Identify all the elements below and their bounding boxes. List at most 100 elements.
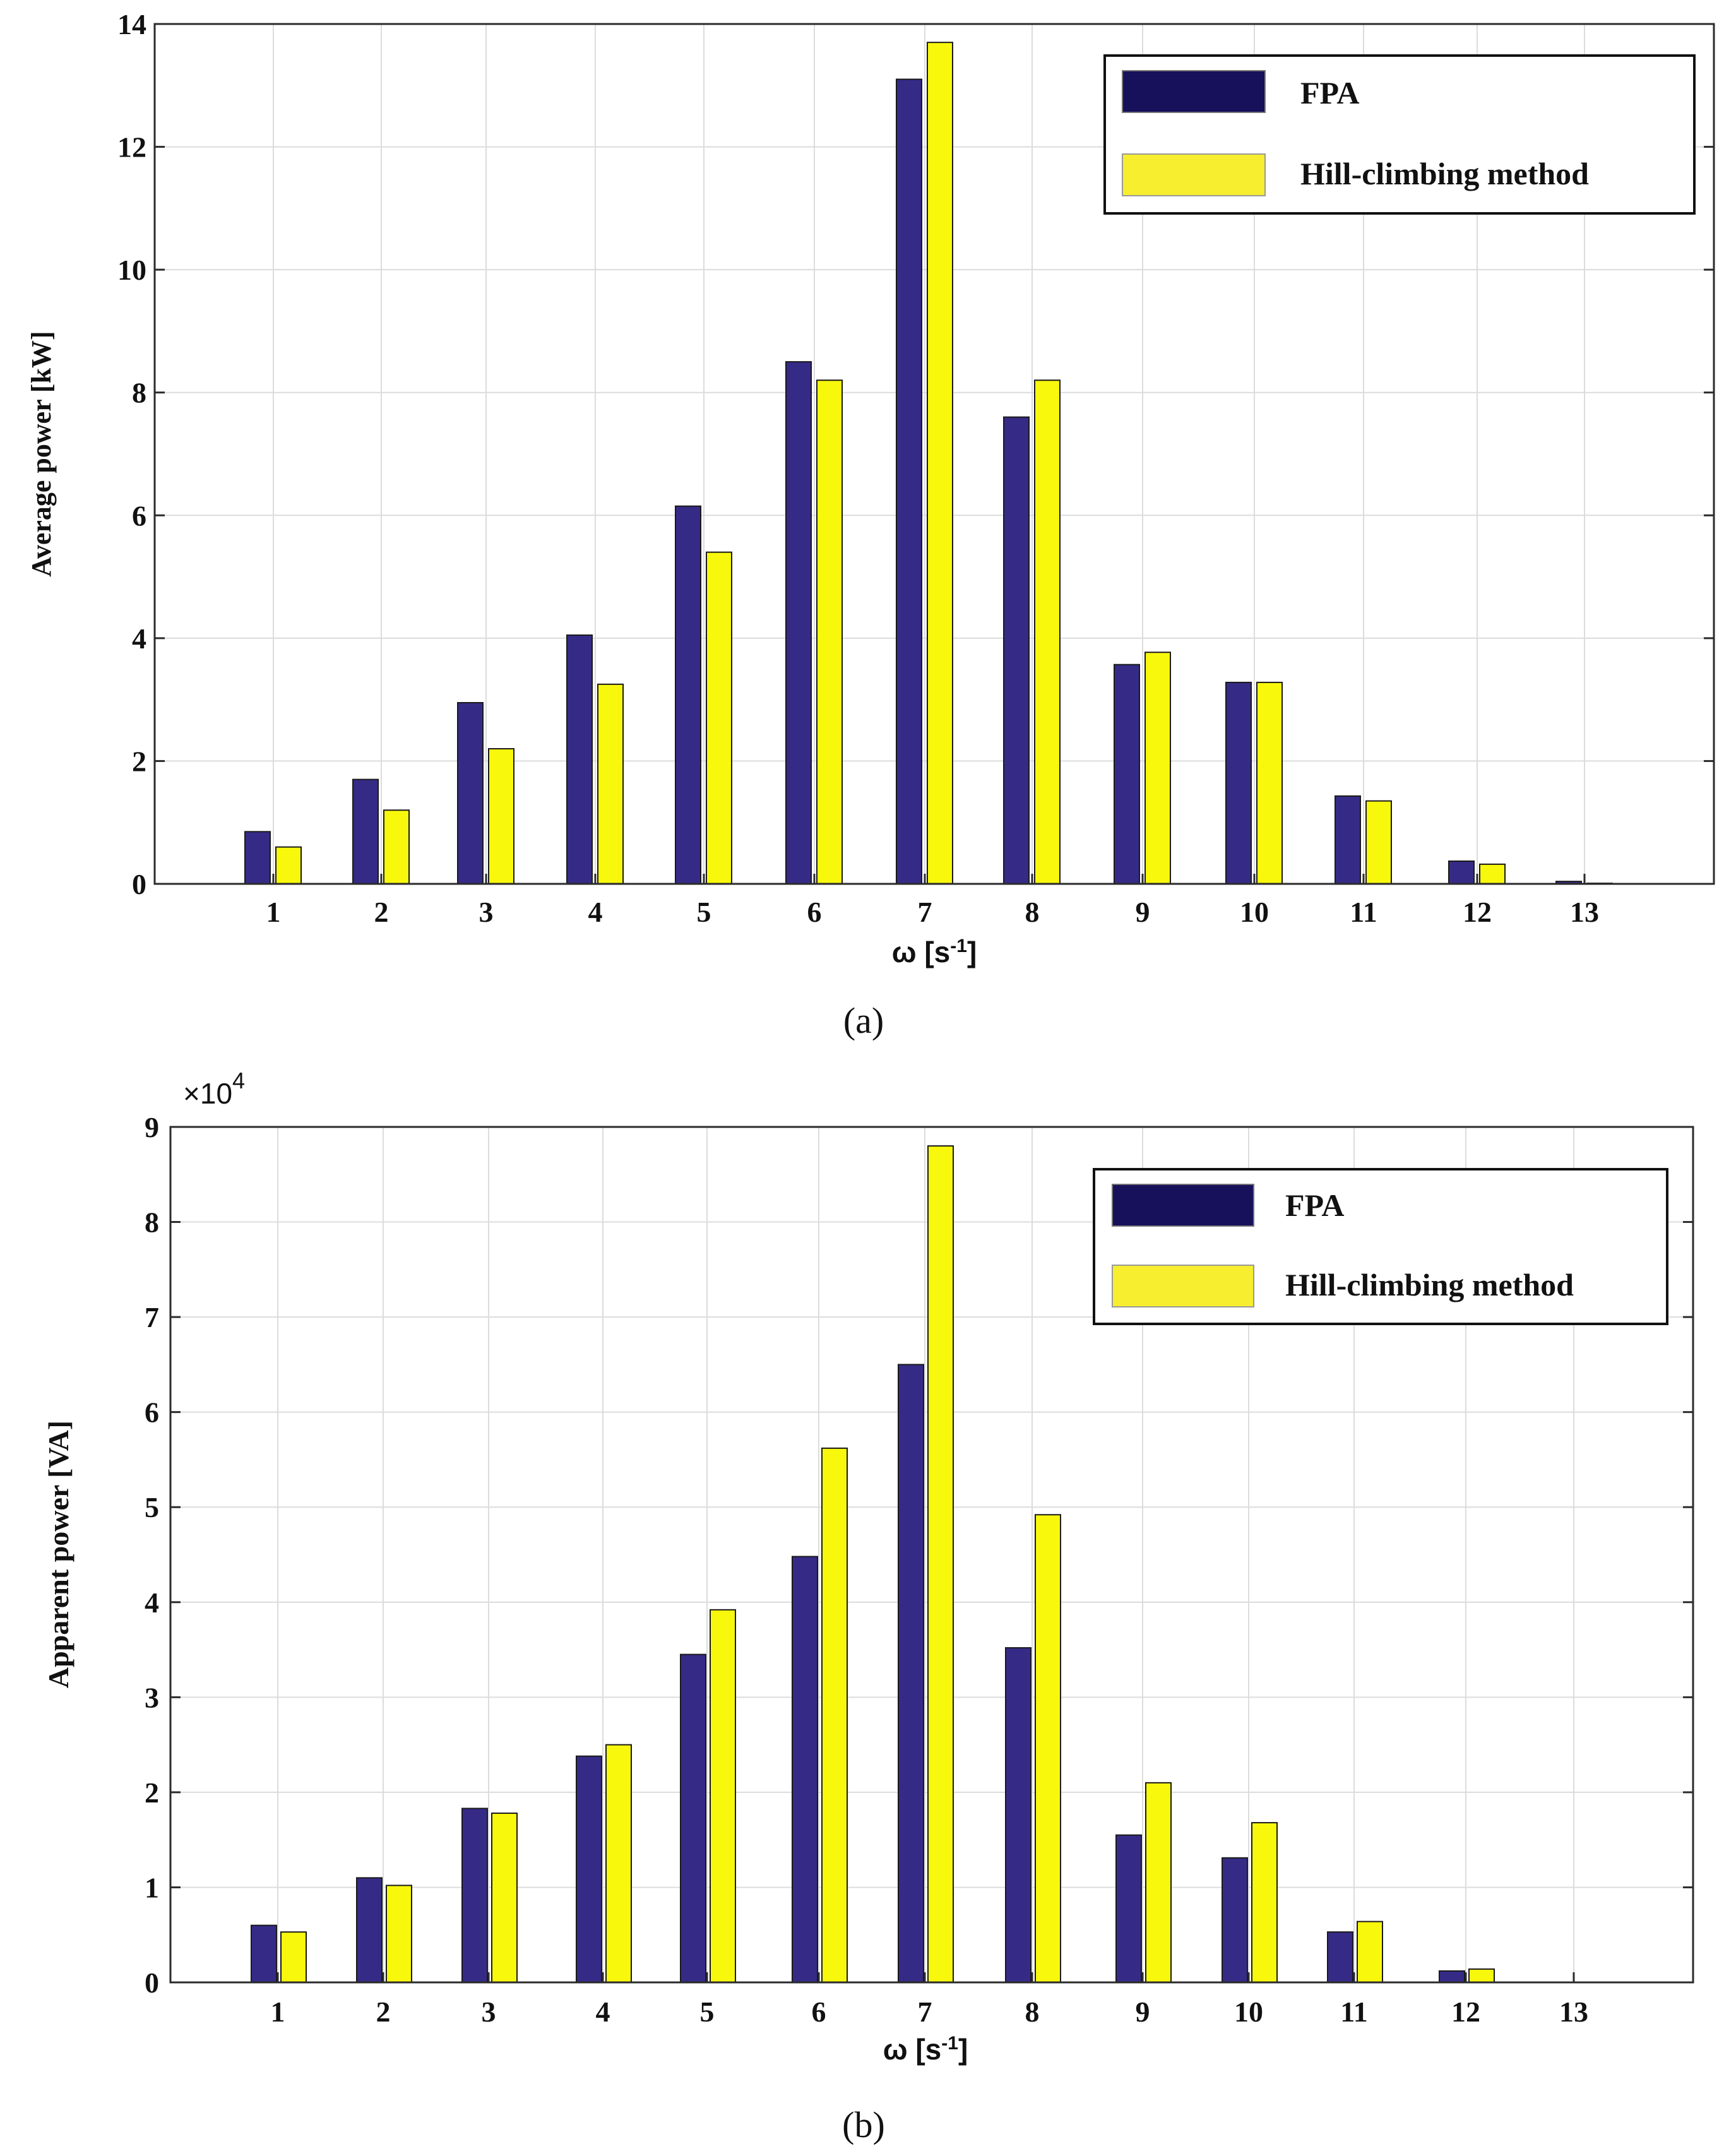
y-tick-label: 2 [132, 745, 146, 777]
bar-hill-climbing [816, 379, 843, 884]
bar-fpa [785, 361, 812, 884]
y-multiplier: ×104 [183, 1068, 245, 1110]
legend-swatch-hill-climbing [1112, 1265, 1254, 1307]
y-tick-label: 4 [132, 622, 146, 655]
bar-hill-climbing [1479, 863, 1506, 884]
legend-label-hill-climbing: Hill-climbing method [1285, 1267, 1574, 1302]
bar-fpa [356, 1877, 383, 1984]
y-axis-label: Apparent power [VA] [42, 1420, 74, 1688]
plot-frame [169, 1126, 1694, 1984]
bar-hill-climbing [597, 683, 624, 884]
y-tick-label: 7 [145, 1301, 159, 1333]
bar-fpa [1003, 416, 1030, 884]
x-tick-label: 7 [918, 1996, 932, 2028]
bar-fpa [896, 78, 922, 885]
y-tick-label: 1 [145, 1871, 159, 1903]
x-tick-label: 1 [266, 896, 281, 928]
bar-hill-climbing [927, 42, 953, 885]
x-tick-label: 4 [588, 896, 603, 928]
x-tick-label: 12 [1451, 1996, 1480, 2028]
bar-hill-climbing [1145, 1782, 1172, 1983]
x-tick-label: 2 [376, 1996, 391, 2028]
x-tick-label: 3 [479, 896, 494, 928]
bar-hill-climbing [605, 1744, 632, 1983]
bar-hill-climbing [1035, 1514, 1061, 1983]
bar-fpa [1335, 795, 1361, 885]
x-tick-label: 6 [812, 1996, 826, 2028]
bar-hill-climbing [383, 809, 410, 885]
bar-hill-climbing [1357, 1921, 1383, 1984]
x-tick-label: 12 [1463, 896, 1492, 928]
x-tick-label: 8 [1025, 1996, 1040, 2028]
bar-fpa [898, 1364, 924, 1983]
y-tick-label: 14 [117, 8, 146, 40]
y-tick-label: 8 [145, 1206, 159, 1239]
bar-fpa [457, 702, 484, 885]
bar-fpa [1439, 1970, 1465, 1984]
bar-hill-climbing [1034, 379, 1061, 884]
legend-label-fpa: FPA [1285, 1188, 1344, 1223]
bar-hill-climbing [1251, 1822, 1278, 1983]
x-tick-label: 8 [1025, 896, 1040, 928]
x-tick-label: 10 [1234, 1996, 1263, 2028]
x-tick-label: 3 [482, 1996, 496, 2028]
bar-hill-climbing [1144, 652, 1171, 885]
y-tick-label: 0 [132, 868, 146, 900]
plot-frame [153, 23, 1715, 885]
x-tick-label: 5 [697, 896, 711, 928]
y-axis-label: Average power [kW] [26, 331, 57, 576]
legend: FPA Hill-climbing method [1103, 54, 1696, 215]
x-tick-label: 10 [1240, 896, 1269, 928]
bar-hill-climbing [706, 551, 732, 884]
bar-fpa [352, 778, 379, 884]
bar-fpa [576, 1755, 602, 1983]
x-tick-label: 13 [1570, 896, 1599, 928]
bar-hill-climbing [1365, 800, 1392, 885]
y-tick-label: 8 [132, 377, 146, 409]
x-tick-labels: 1 2 3 4 5 6 7 8 9 10 11 12 13 [271, 1996, 1589, 2028]
x-axis-label: ω [s-1] [892, 936, 977, 969]
bar-hill-climbing [275, 846, 302, 884]
x-tick-label: 4 [596, 1996, 610, 2028]
bar-fpa [1005, 1647, 1031, 1983]
bar-fpa [251, 1924, 277, 1984]
bar-fpa [680, 1653, 706, 1983]
panel-caption: (a) [843, 1000, 884, 1041]
panel-caption: (b) [842, 2104, 885, 2145]
bar-hill-climbing [1256, 681, 1283, 884]
bar-fpa [1115, 1834, 1142, 1984]
bar-hill-climbing [927, 1145, 954, 1983]
y-tick-label: 6 [145, 1397, 159, 1429]
x-tick-label: 13 [1559, 1996, 1588, 2028]
y-tick-label: 4 [145, 1587, 159, 1619]
bar-fpa [1225, 681, 1252, 884]
bar-fpa [244, 831, 271, 884]
y-tick-labels: 0 2 4 6 8 10 12 14 [117, 8, 146, 900]
bar-hill-climbing [488, 747, 514, 884]
x-tick-label: 11 [1350, 896, 1377, 928]
y-tick-label: 3 [145, 1681, 159, 1713]
x-tick-label: 1 [271, 1996, 285, 2028]
x-tick-label: 11 [1340, 1996, 1367, 2028]
bar-fpa [675, 505, 701, 884]
bar-fpa [792, 1556, 818, 1984]
x-axis-label: ω [s-1] [883, 2033, 968, 2066]
x-tick-label: 7 [918, 896, 932, 928]
x-tick-label: 9 [1136, 1996, 1150, 2028]
bar-fpa [1222, 1857, 1248, 1983]
legend-label-fpa: FPA [1300, 75, 1359, 110]
y-tick-label: 12 [117, 131, 146, 164]
bar-fpa [1448, 861, 1475, 884]
legend: FPA Hill-climbing method [1093, 1168, 1668, 1325]
bar-hill-climbing [491, 1813, 518, 1984]
legend-swatch-fpa [1112, 1184, 1254, 1227]
y-tick-labels: 0 1 2 3 4 5 6 7 8 9 [145, 1111, 159, 1999]
x-tick-label: 9 [1136, 896, 1150, 928]
legend-swatch-fpa [1122, 70, 1266, 113]
bar-fpa [1114, 664, 1140, 884]
y-tick-label: 9 [145, 1111, 159, 1143]
legend-swatch-hill-climbing [1122, 153, 1266, 196]
bar-hill-climbing [710, 1609, 736, 1984]
